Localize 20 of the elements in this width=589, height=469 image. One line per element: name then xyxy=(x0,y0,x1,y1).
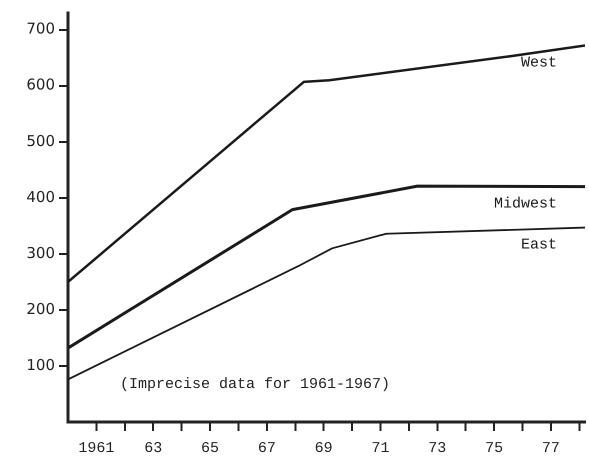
x-tick-label: 77 xyxy=(542,440,560,457)
y-tick-label: 200 xyxy=(26,300,55,318)
y-tick-label: 700 xyxy=(26,20,55,38)
x-tick-label: 69 xyxy=(314,440,333,457)
y-tick-label: 600 xyxy=(26,76,55,94)
annotation: (Imprecise data for 1961-1967) xyxy=(120,376,390,393)
series-label: Midwest xyxy=(494,196,557,213)
x-tick-label: 65 xyxy=(201,440,220,457)
series-label: West xyxy=(520,54,557,72)
x-tick-label: 67 xyxy=(258,440,276,457)
x-tick-label: 71 xyxy=(371,440,390,457)
x-tick-label: 1961 xyxy=(78,440,114,457)
series-label: East xyxy=(520,236,557,254)
x-tick-label: 75 xyxy=(485,440,504,457)
y-tick-label: 400 xyxy=(26,188,55,206)
y-tick-label: 100 xyxy=(26,356,55,374)
y-tick-label: 500 xyxy=(26,132,55,150)
x-tick-label: 73 xyxy=(428,440,446,457)
y-tick-label: 300 xyxy=(26,244,55,262)
x-tick-label: 63 xyxy=(144,440,162,457)
